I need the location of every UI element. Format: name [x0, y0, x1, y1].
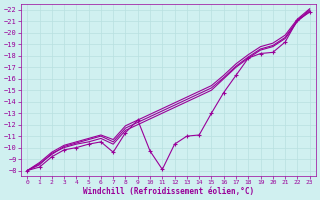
X-axis label: Windchill (Refroidissement éolien,°C): Windchill (Refroidissement éolien,°C) — [83, 187, 254, 196]
